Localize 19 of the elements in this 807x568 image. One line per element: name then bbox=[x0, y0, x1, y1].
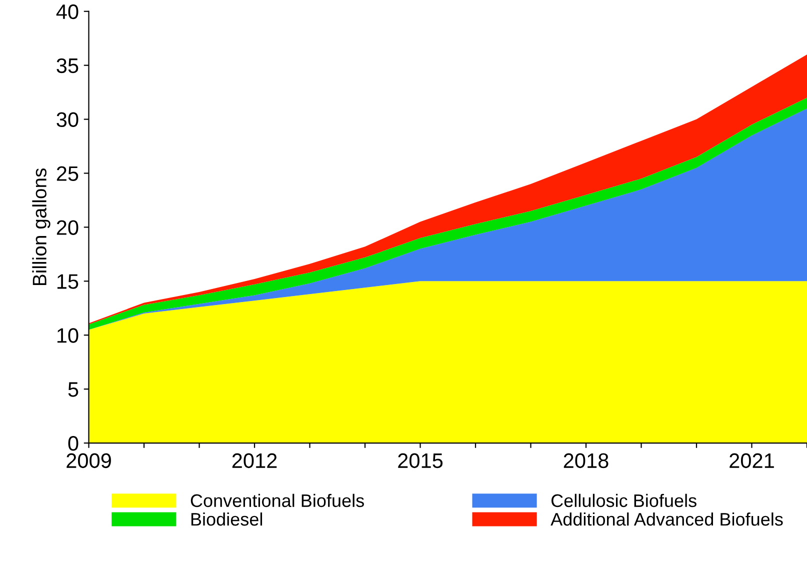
legend-label: Cellulosic Biofuels bbox=[551, 494, 696, 508]
x-tick-label: 2012 bbox=[232, 453, 277, 468]
y-axis-title: Billion gallons bbox=[32, 168, 50, 286]
x-tick-label: 2015 bbox=[398, 453, 443, 468]
y-tick-label: 40 bbox=[56, 4, 78, 20]
legend-label: Biodiesel bbox=[191, 512, 262, 526]
x-tick-label: 2018 bbox=[564, 453, 608, 468]
x-tick-label: 2009 bbox=[66, 453, 111, 468]
legend-label: Additional Advanced Biofuels bbox=[550, 512, 783, 526]
y-tick-label: 30 bbox=[56, 112, 78, 128]
y-tick-label: 20 bbox=[56, 220, 78, 235]
y-tick-label: 10 bbox=[57, 328, 78, 343]
x-tick-label: 2021 bbox=[730, 453, 774, 468]
y-tick-label: 5 bbox=[68, 382, 78, 397]
y-tick-label: 25 bbox=[56, 166, 78, 181]
legend-label: Conventional Biofuels bbox=[190, 494, 364, 508]
y-tick-label: 35 bbox=[56, 58, 78, 74]
y-tick-label: 15 bbox=[57, 274, 78, 289]
y-tick-label: 0 bbox=[68, 436, 78, 451]
